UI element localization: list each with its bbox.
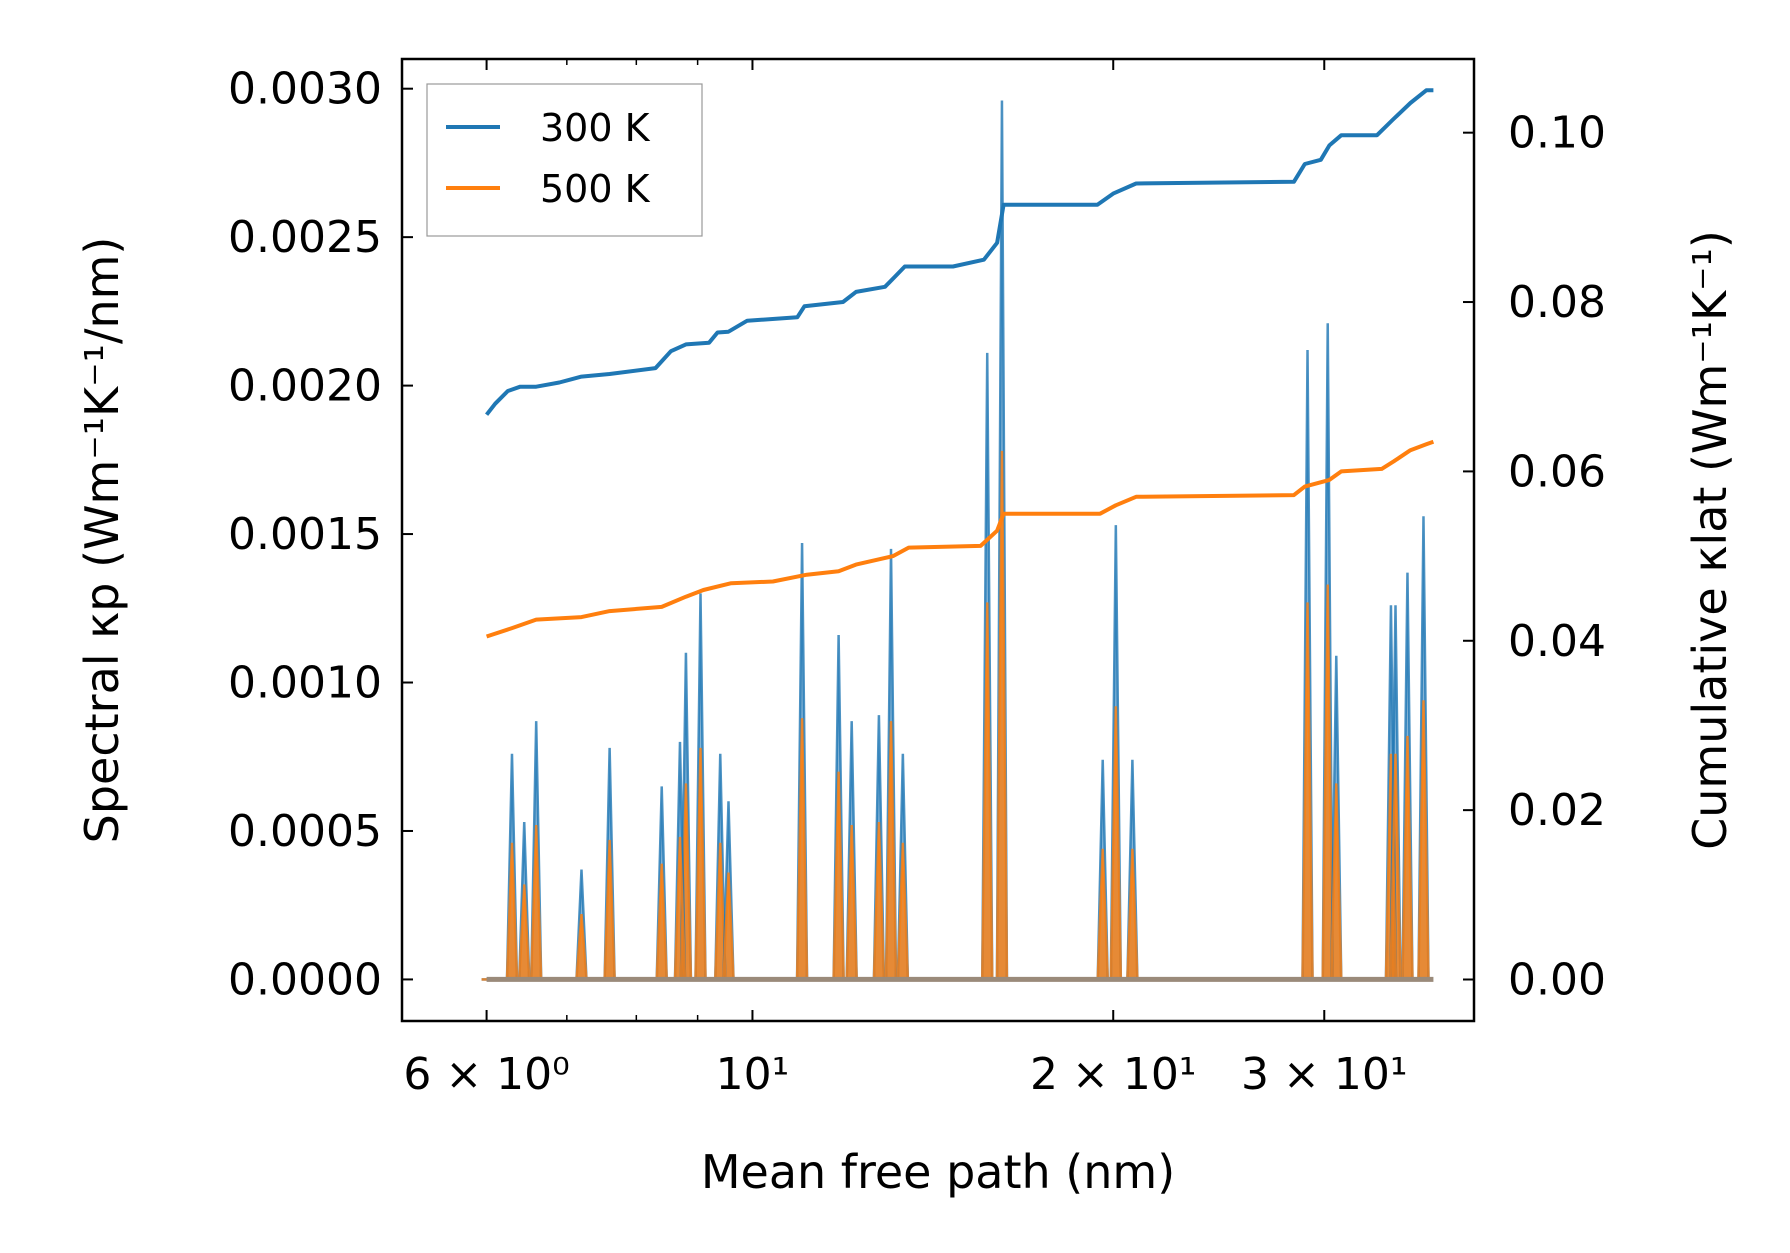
spectral-peak-500k-22: [1126, 848, 1139, 980]
legend-box: [426, 83, 703, 237]
spectral-peak-500k-16: [884, 721, 898, 980]
legend: 300 K 500 K: [426, 83, 703, 237]
tick-layer: 0.0000 0.0005 0.0010 0.0015 0.0020 0.0025 0.00…: [228, 59, 1606, 1100]
spectral-peak-500k-6: [655, 863, 668, 980]
y-right-tick-label-0: 0.00: [1508, 955, 1606, 1006]
y-right-tick-label-2: 0.04: [1508, 616, 1606, 667]
spectral-peak-500k-14: [845, 824, 858, 980]
y-right-tick-label-5: 0.10: [1508, 108, 1606, 159]
y-right-tick-label-4: 0.08: [1508, 277, 1606, 328]
x-tick-label-2: 2 × 10¹: [1030, 1049, 1196, 1100]
spectral-peak-500k-27: [1389, 753, 1402, 980]
cumulative-line-layer: [485, 88, 1435, 639]
spectral-peak-500k-12: [795, 718, 809, 980]
legend-entry-500k: 500 K: [540, 167, 651, 211]
x-tick-label-1: 10¹: [716, 1049, 790, 1100]
y-left-tick-label-5: 0.0025: [228, 212, 382, 263]
legend-entry-300k: 300 K: [540, 106, 651, 150]
spectral-peak-500k-11: [722, 872, 735, 980]
y-left-tick-label-3: 0.0015: [228, 509, 382, 560]
spectral-peak-500k-13: [832, 771, 845, 980]
spectral-peak-500k-18: [980, 602, 994, 980]
y-right-tick-label-3: 0.06: [1508, 446, 1606, 497]
y-right-axis-label: Cumulative κlat (Wm⁻¹K⁻¹): [1683, 230, 1737, 850]
spectral-peak-500k-1: [505, 842, 519, 980]
spectral-peak-500k-5: [603, 839, 616, 980]
y-left-tick-label-2: 0.0010: [228, 658, 382, 709]
spectral-peak-500k-8: [673, 836, 687, 980]
spectral-peak-500k-28: [1401, 735, 1414, 980]
spectral-peak-500k-2: [517, 884, 531, 980]
y-left-tick-label-1: 0.0005: [228, 806, 382, 857]
spectral-peak-500k-24: [1321, 584, 1334, 980]
spectral-peak-500k-4: [575, 914, 588, 980]
x-axis-label: Mean free path (nm): [701, 1145, 1175, 1199]
spectral-peak-500k-20: [1096, 848, 1109, 980]
y-left-tick-label-0: 0.0000: [228, 954, 382, 1005]
spectral-line-layer: [481, 100, 1434, 982]
spectral-peak-500k-15: [872, 822, 886, 980]
x-tick-label-3: 3 × 10¹: [1241, 1049, 1407, 1100]
plot-frame: [400, 57, 1476, 1023]
cumulative-line-500k: [485, 439, 1435, 639]
spectral-peak-500k-23: [1301, 602, 1314, 980]
x-tick-label-0: 6 × 10⁰: [403, 1049, 569, 1100]
y-right-tick-label-1: 0.02: [1508, 785, 1606, 836]
spectral-peak-500k-19: [995, 450, 1009, 980]
y-left-tick-label-4: 0.0020: [228, 361, 382, 412]
spectral-peak-500k-21: [1109, 706, 1123, 980]
spectral-peak-500k-17: [896, 842, 910, 980]
spectral-peak-500k-3: [529, 824, 543, 980]
y-left-tick-label-6: 0.0030: [228, 64, 382, 115]
spectral-peak-500k-29: [1417, 700, 1430, 980]
spectral-peak-500k-25: [1330, 783, 1343, 980]
spectral-peak-500k-9: [694, 747, 707, 980]
y-left-axis-label: Spectral κp (Wm⁻¹K⁻¹/nm): [75, 237, 129, 844]
spectral-peak-500k-26: [1384, 753, 1398, 980]
cumulative-line-300k: [485, 88, 1434, 416]
